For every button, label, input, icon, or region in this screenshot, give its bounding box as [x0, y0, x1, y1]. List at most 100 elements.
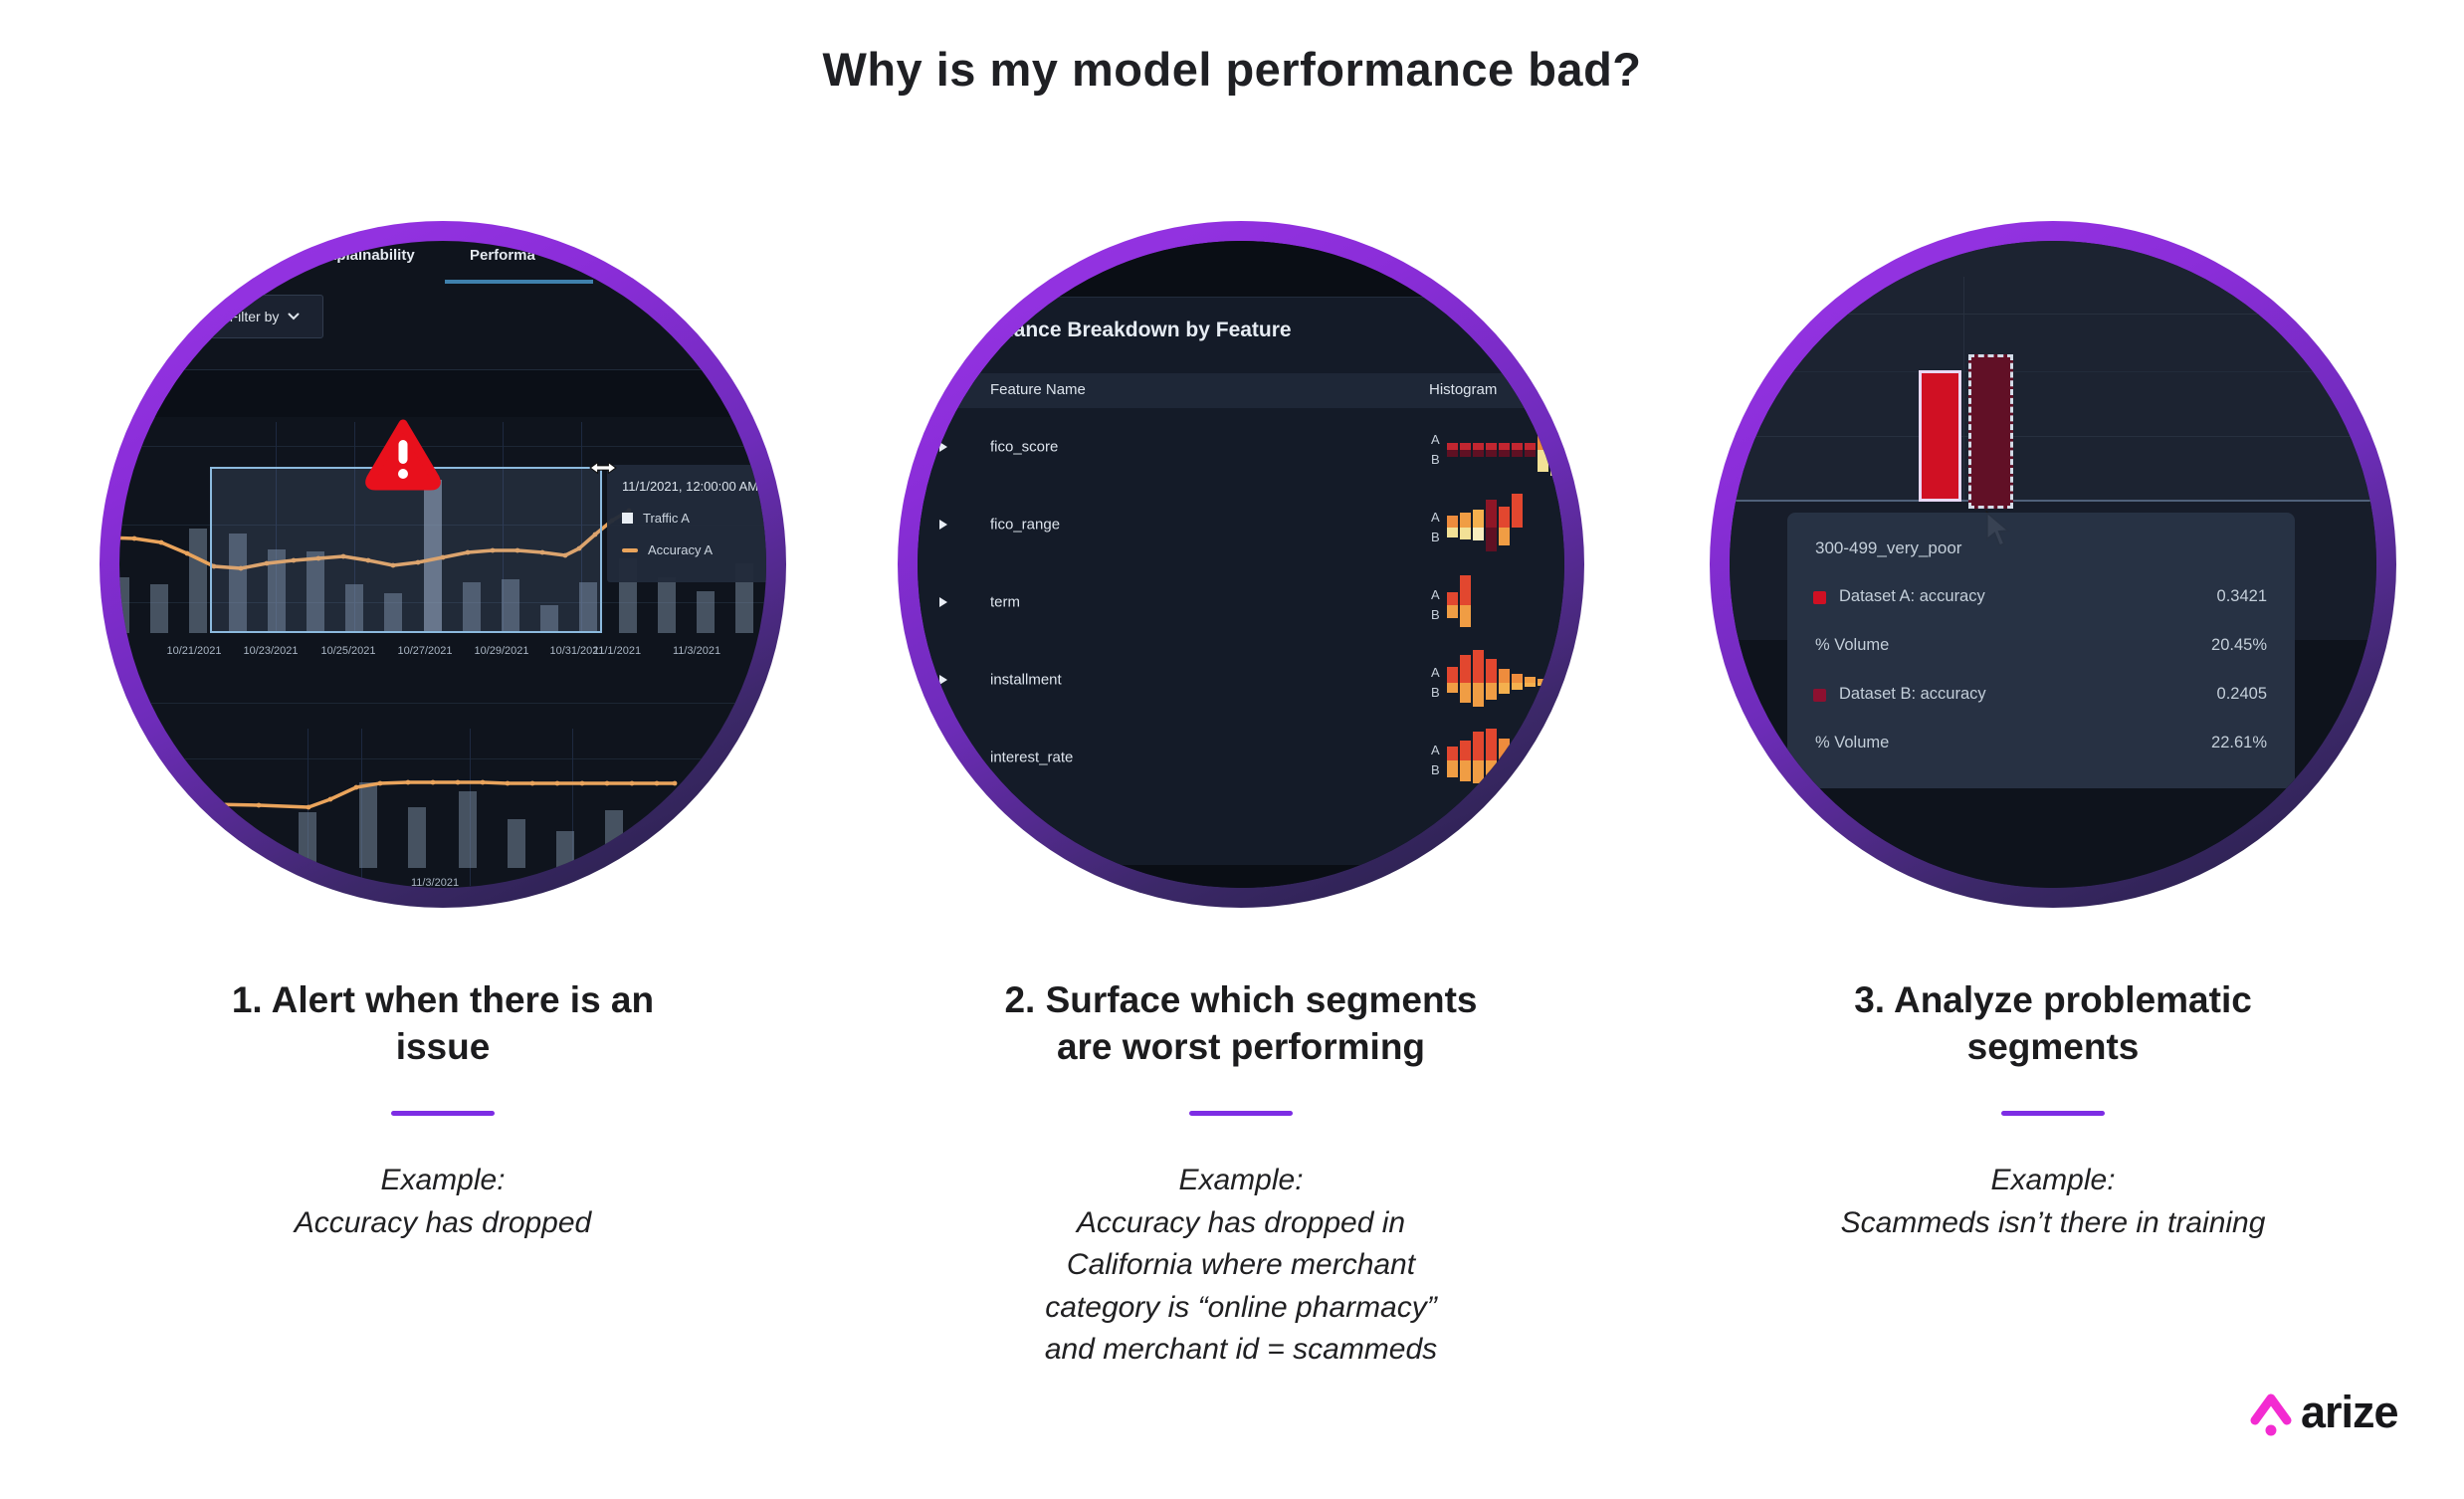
- histogram-bar: [1486, 450, 1497, 457]
- histogram-bar: [1447, 683, 1458, 693]
- histogram-bar: [1550, 450, 1561, 476]
- tab-underline: [445, 280, 593, 284]
- histogram-a: [1447, 721, 1523, 760]
- traffic-bar: [228, 534, 247, 633]
- analyze-content: 300-499_very_poor Dataset A: accuracy 0.3…: [1730, 241, 2376, 888]
- traffic-bar: [605, 810, 623, 868]
- histogram-bar: [1447, 450, 1458, 457]
- traffic-bar: [579, 582, 598, 633]
- histogram-a: [1447, 410, 1564, 450]
- feature-name: term: [990, 593, 1020, 611]
- step-heading: 1. Alert when there is an issue: [231, 979, 655, 1067]
- column-header-histogram: Histogram: [1429, 381, 1498, 398]
- alert-icon: [365, 419, 441, 491]
- histogram-bar: [1486, 760, 1497, 781]
- segment-name: 300-499_very_poor: [1815, 538, 1962, 557]
- tooltip-label: Dataset A: accuracy: [1839, 587, 1985, 605]
- histogram-a-label: A: [1431, 665, 1440, 680]
- tab-performance[interactable]: Performa: [470, 247, 535, 264]
- x-axis-line: [1730, 500, 2376, 502]
- tooltip-label: Dataset B: accuracy: [1839, 685, 1986, 703]
- histogram-b: [1447, 605, 1471, 635]
- accuracy-line: [119, 508, 632, 571]
- filter-by-button[interactable]: Filter by: [206, 295, 323, 338]
- histogram-bar: [1460, 528, 1471, 539]
- histogram-b-label: B: [1431, 452, 1440, 467]
- histogram-b: [1447, 528, 1510, 557]
- tooltip-value: 22.61%: [2211, 734, 2267, 751]
- arize-logo-icon: [2250, 1393, 2292, 1436]
- dataset-swatch-icon: [1813, 689, 1826, 702]
- histogram-bar: [1460, 605, 1471, 627]
- histogram-bar: [1447, 516, 1458, 528]
- tab-explainability[interactable]: xplainability: [328, 247, 415, 264]
- tooltip-row: Dataset A: accuracy 0.3421: [1787, 582, 2295, 616]
- x-axis-label: 10/25/2021: [320, 645, 376, 657]
- tooltip-value: 0.2405: [2216, 685, 2267, 703]
- histogram-bar: [1447, 592, 1458, 605]
- histogram-bar: [1460, 443, 1471, 450]
- legend-accuracy-a: Accuracy A: [622, 542, 713, 557]
- traffic-bar: [119, 577, 129, 633]
- histogram-b: [1447, 760, 1510, 790]
- histogram-bar: [1525, 450, 1536, 457]
- dataset-a-bar[interactable]: [1919, 370, 1961, 502]
- x-axis-label: 11/1/2021: [592, 645, 642, 657]
- breakdown-content: mance Breakdown by Feature Feature Name …: [918, 241, 1564, 888]
- traffic-bar: [359, 782, 377, 868]
- histogram-bar: [1512, 683, 1523, 690]
- alert-dashboard-content: xplainability Performa Filter by: [119, 241, 766, 888]
- traffic-bar: [697, 591, 715, 633]
- expand-icon[interactable]: [939, 752, 947, 762]
- histogram-bar: [1512, 494, 1523, 528]
- expand-icon[interactable]: [939, 597, 947, 607]
- histogram-bar: [1473, 732, 1484, 760]
- histogram-bar: [1460, 760, 1471, 781]
- selection-region[interactable]: [210, 467, 602, 633]
- dataset-swatch-icon: [1813, 591, 1826, 604]
- histogram-bar: [1473, 443, 1484, 450]
- table-header: [918, 373, 1564, 408]
- histogram-bar: [1473, 510, 1484, 528]
- traffic-bar: [462, 582, 481, 633]
- histogram-bar: [1525, 443, 1536, 450]
- tooltip-row: Dataset B: accuracy 0.2405: [1787, 680, 2295, 714]
- x-axis-label-secondary: 11/3/2021: [410, 877, 460, 888]
- histogram-bar: [1447, 605, 1458, 618]
- traffic-bar: [299, 812, 316, 868]
- histogram-bar: [1486, 729, 1497, 760]
- histogram-bar: [1499, 760, 1510, 777]
- screenshot-performance-breakdown: mance Breakdown by Feature Feature Name …: [898, 221, 1584, 908]
- section-band: [119, 370, 766, 417]
- histogram-a-label: A: [1431, 432, 1440, 447]
- divider: [391, 1110, 495, 1116]
- traffic-bar: [267, 549, 286, 633]
- histogram-bar: [1473, 760, 1484, 783]
- x-axis-label: 10/31/2021: [549, 645, 605, 657]
- histogram-a: [1447, 643, 1564, 683]
- histogram-bar: [1563, 681, 1564, 683]
- expand-icon[interactable]: [939, 675, 947, 685]
- page-title: Why is my model performance bad?: [822, 43, 1642, 96]
- histogram-bar: [1473, 683, 1484, 707]
- expand-icon[interactable]: [939, 442, 947, 452]
- histogram-bar: [1525, 677, 1536, 683]
- traffic-swatch-icon: [622, 513, 633, 524]
- x-axis-label: 10/21/2021: [166, 645, 222, 657]
- histogram-bar: [1538, 679, 1548, 683]
- expand-icon[interactable]: [939, 520, 947, 530]
- tooltip-label: % Volume: [1815, 734, 1890, 751]
- traffic-bar: [540, 605, 559, 633]
- histogram-bar: [1525, 683, 1536, 687]
- histogram-bar: [1499, 507, 1510, 528]
- histogram-bar: [1512, 450, 1523, 457]
- panel-title: mance Breakdown by Feature: [995, 319, 1292, 341]
- histogram-a-label: A: [1431, 743, 1440, 757]
- feature-name: interest_rate: [990, 749, 1074, 766]
- histogram-bar: [1473, 528, 1484, 540]
- dataset-b-bar[interactable]: [1968, 354, 2013, 509]
- histogram-bar: [1499, 683, 1510, 694]
- x-axis-label: 10/23/2021: [243, 645, 299, 657]
- tooltip-value: 20.45%: [2211, 636, 2267, 654]
